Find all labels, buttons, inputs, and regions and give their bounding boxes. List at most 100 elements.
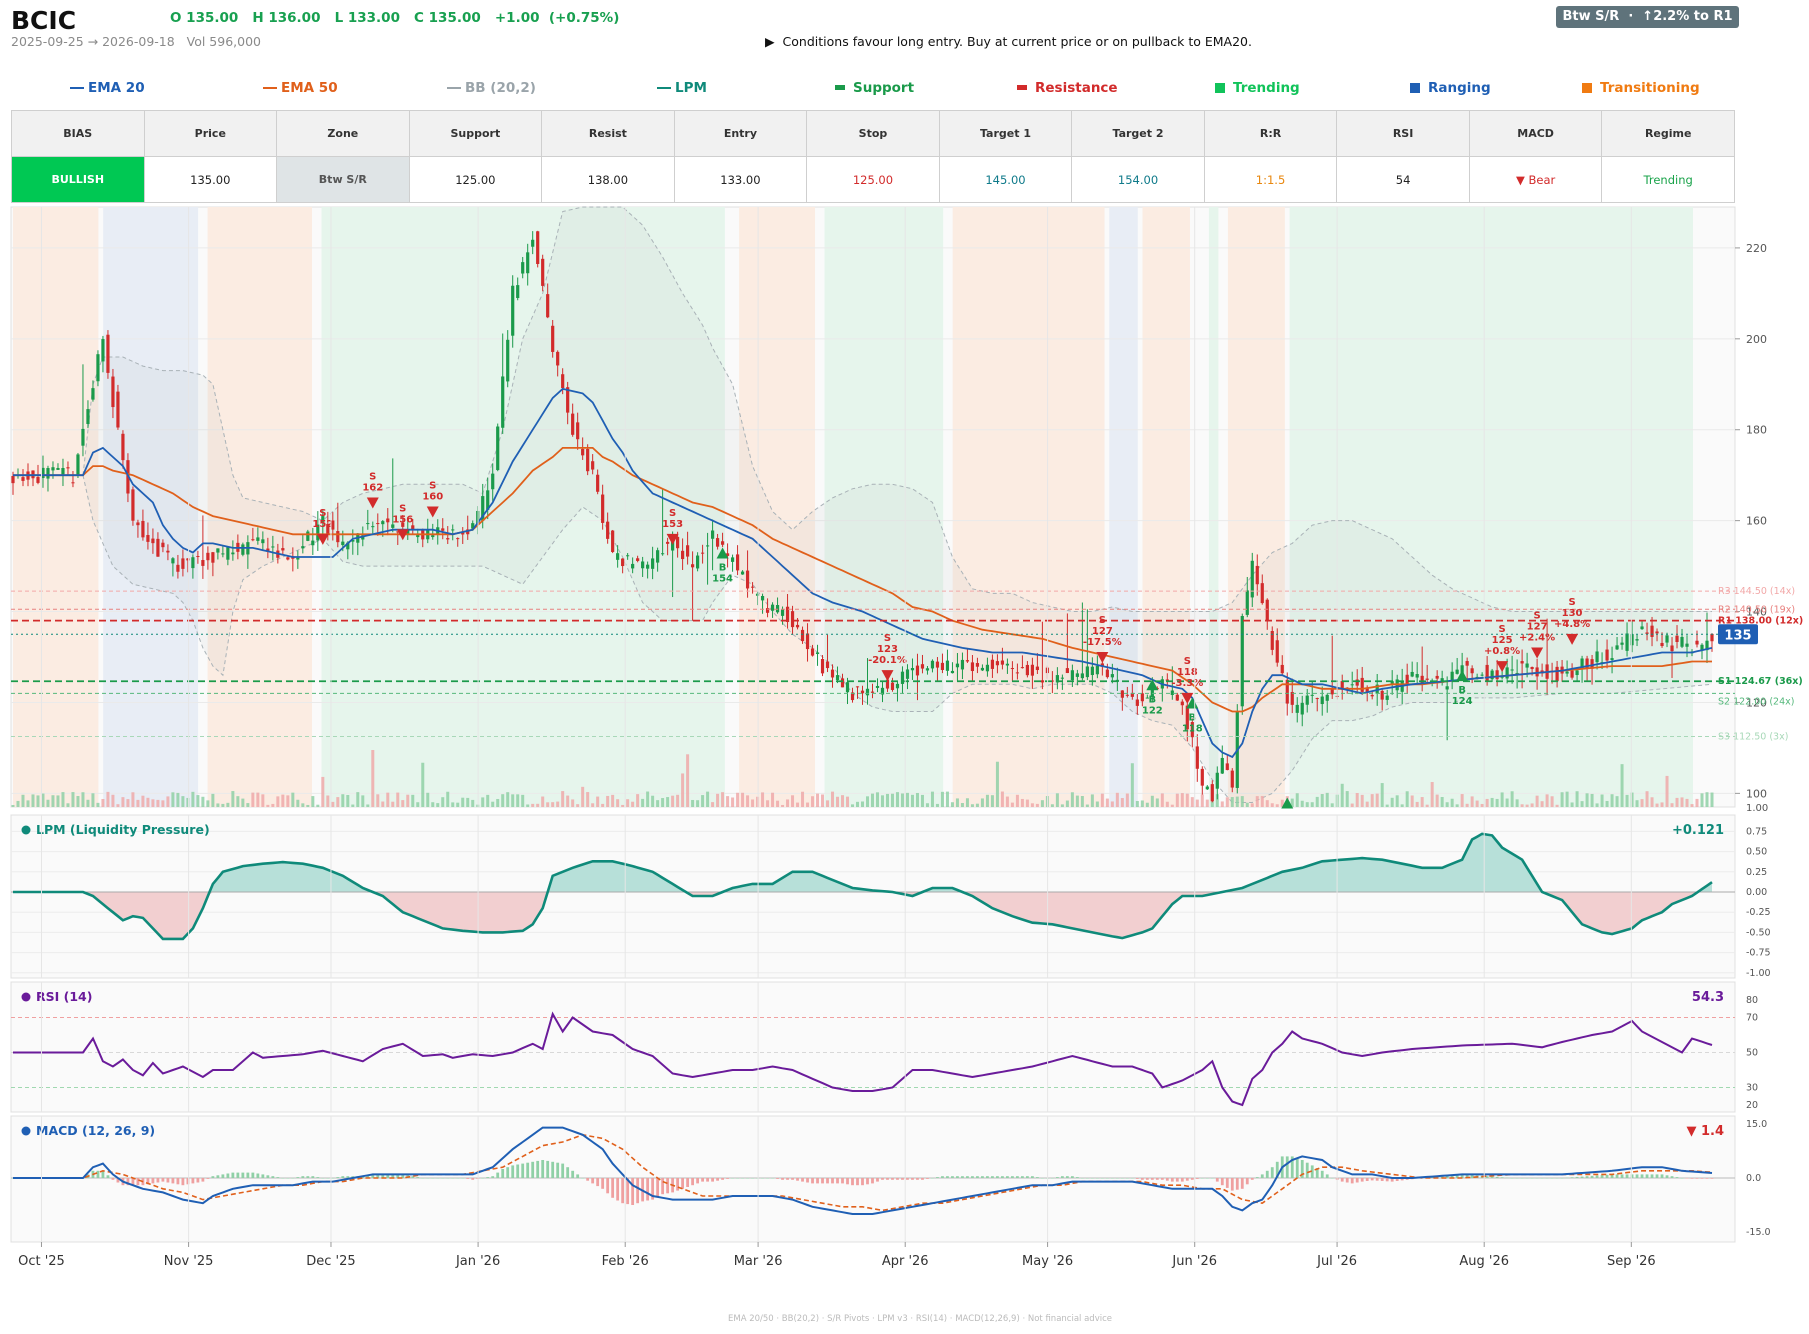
macd-histogram-bar	[256, 1173, 260, 1178]
signal-label: 118	[1182, 723, 1203, 734]
volume-bar	[561, 791, 565, 807]
legend-trending: Trending	[1215, 80, 1300, 96]
volume-bar	[1525, 804, 1529, 807]
candle-body	[855, 686, 860, 688]
volume-bar	[1010, 802, 1014, 807]
macd-histogram-bar	[1455, 1174, 1459, 1178]
candle-body	[1120, 690, 1124, 698]
candle-body	[695, 555, 700, 569]
volume-bar	[376, 794, 380, 807]
lpm-title: LPM (Liquidity Pressure)	[36, 822, 210, 837]
volume-bar	[1245, 802, 1249, 807]
macd-histogram-bar	[1505, 1177, 1509, 1179]
volume-bar	[1550, 796, 1554, 807]
macd-histogram-bar	[1175, 1178, 1179, 1182]
volume-bar	[666, 797, 670, 807]
volume-bar	[121, 797, 125, 807]
candle-body	[681, 550, 685, 560]
candle-body	[715, 538, 720, 547]
volume-bar	[920, 794, 924, 807]
macd-value: ▼ 1.4	[1686, 1124, 1724, 1139]
volume-bar	[16, 800, 20, 807]
volume-bar	[746, 795, 750, 807]
volume-bar	[1390, 797, 1394, 807]
volume-bar	[1265, 800, 1269, 807]
volume-bar	[341, 794, 345, 807]
volume-bar	[131, 792, 135, 807]
volume-bar	[1570, 802, 1574, 807]
lpm-tick-label: -0.75	[1746, 948, 1771, 959]
current-price-label: 135	[1724, 628, 1751, 643]
volume-bar	[1120, 798, 1124, 807]
signal-label: 156	[392, 514, 413, 525]
candle-body	[810, 648, 815, 656]
volume-bar	[511, 794, 515, 807]
volume-bar	[86, 799, 90, 807]
candle-body	[1125, 694, 1129, 696]
value-price: 135.00	[143, 156, 278, 203]
candle-body	[326, 523, 330, 535]
macd-histogram-bar	[1160, 1178, 1164, 1180]
signal-label: 123	[877, 644, 898, 655]
macd-histogram-bar	[1016, 1176, 1019, 1178]
candle-body	[1035, 666, 1039, 671]
volume-bar	[671, 795, 675, 807]
price-tick-label: 160	[1746, 515, 1767, 528]
candle-body	[805, 633, 810, 650]
candle-body	[121, 433, 125, 461]
volume-bar	[631, 801, 635, 807]
macd-histogram-bar	[861, 1178, 864, 1186]
candle-body	[880, 687, 885, 695]
candle-body	[1250, 560, 1254, 598]
volume-bar	[406, 794, 410, 807]
macd-histogram-bar	[1330, 1178, 1334, 1179]
value-resist: 138.00	[541, 156, 675, 203]
legend-line-icon	[447, 87, 461, 89]
candle-body	[511, 285, 515, 336]
sr-level-label: R1 138.00 (12x)	[1718, 616, 1803, 627]
macd-histogram-bar	[696, 1178, 699, 1184]
macd-histogram-bar	[1580, 1176, 1584, 1178]
macd-histogram-bar	[246, 1172, 250, 1178]
volume-bar	[76, 795, 80, 807]
macd-histogram-bar	[1145, 1178, 1149, 1180]
volume-bar	[1080, 796, 1084, 807]
candle-body	[1490, 670, 1494, 680]
macd-histogram-bar	[516, 1164, 520, 1178]
volume-bar	[1190, 797, 1194, 807]
candle-body	[1060, 677, 1064, 679]
buy-signal-marker	[1186, 697, 1199, 709]
macd-histogram-bar	[426, 1178, 430, 1179]
x-tick-label: Aug '26	[1459, 1254, 1509, 1269]
volume-bar	[975, 803, 979, 807]
candle-body	[930, 660, 935, 669]
candle-body	[306, 531, 310, 541]
macd-histogram-bar	[1670, 1176, 1674, 1178]
volume-bar	[626, 799, 630, 807]
macd-histogram-bar	[1080, 1178, 1084, 1179]
volume-bar	[1315, 796, 1319, 807]
volume-bar	[1025, 799, 1029, 807]
candle-body	[925, 668, 930, 671]
candle-body	[656, 550, 660, 563]
candle-body	[1610, 658, 1614, 660]
volume-bar	[905, 792, 909, 807]
candle-body	[351, 539, 355, 542]
volume-bar	[875, 792, 879, 807]
sell-signal-marker	[881, 670, 894, 682]
macd-histogram-bar	[1365, 1178, 1369, 1181]
volume-bar	[1620, 764, 1624, 807]
volume-bar	[1600, 794, 1604, 807]
macd-histogram-bar	[1700, 1178, 1704, 1179]
volume-bar	[361, 795, 365, 807]
volume-bar	[356, 792, 360, 807]
x-tick-label: Feb '26	[602, 1254, 649, 1269]
volume-bar	[401, 800, 405, 807]
signal-label: -3.3%	[1171, 678, 1203, 689]
volume-bar	[691, 799, 695, 807]
sell-signal-marker	[396, 529, 409, 541]
macd-histogram-bar	[666, 1178, 670, 1194]
candle-body	[1145, 697, 1149, 699]
volume-bar	[696, 800, 700, 807]
candle-body	[1130, 692, 1134, 697]
